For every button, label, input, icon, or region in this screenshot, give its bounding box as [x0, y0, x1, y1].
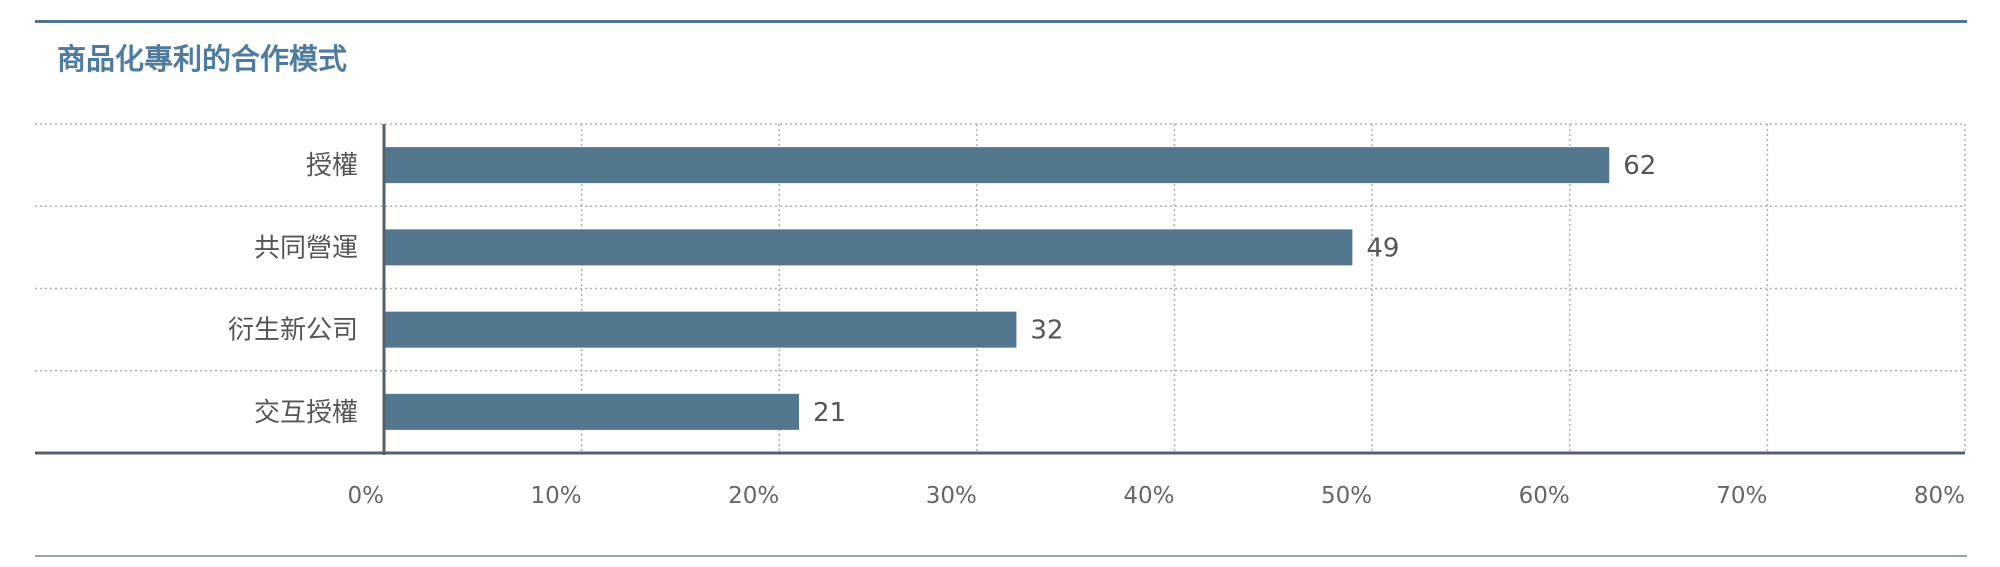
x-tick-label: 70% [1716, 483, 1767, 509]
bar [384, 229, 1352, 265]
category-label: 共同營運 [254, 233, 358, 263]
x-tick-label: 80% [1914, 483, 1965, 509]
category-label: 授權 [306, 151, 358, 181]
bar [384, 394, 799, 430]
x-tick-label: 60% [1519, 483, 1570, 509]
bar [384, 147, 1609, 183]
data-label: 32 [1030, 316, 1063, 346]
data-label: 21 [813, 398, 846, 428]
data-label: 49 [1366, 233, 1399, 263]
x-tick-label: 30% [926, 483, 977, 509]
data-label: 62 [1623, 151, 1656, 181]
bar [384, 312, 1016, 348]
x-tick-label: 0% [348, 483, 385, 509]
x-tick-label: 40% [1123, 483, 1174, 509]
category-label: 衍生新公司 [228, 316, 358, 346]
x-tick-label: 20% [728, 483, 779, 509]
bottom-rule [35, 555, 1967, 557]
x-tick-label: 50% [1321, 483, 1372, 509]
category-label: 交互授權 [254, 398, 358, 428]
x-tick-label: 10% [531, 483, 582, 509]
